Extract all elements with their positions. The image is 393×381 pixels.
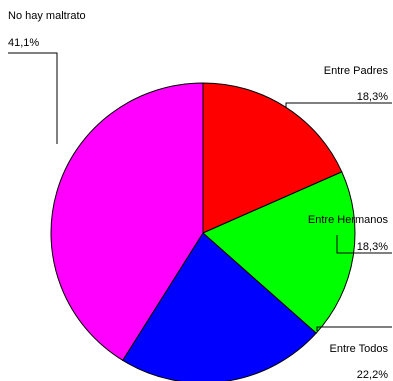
leader-line-entre-todos: [316, 326, 392, 331]
slice-label-no-hay-maltrato: No hay maltrato: [8, 10, 86, 22]
slice-label-entre-padres: Entre Padres: [324, 65, 389, 77]
slice-value-entre-todos: 22,2%: [357, 369, 388, 381]
slice-value-entre-padres: 18,3%: [357, 91, 388, 103]
slice-label-entre-hermanos: Entre Hermanos: [308, 214, 389, 226]
slice-value-no-hay-maltrato: 41,1%: [8, 37, 39, 49]
pie-slice-no-hay-maltrato: [50, 82, 204, 362]
leader-line-entre-hermanos: [336, 235, 392, 254]
leader-line-no-hay-maltrato: [8, 52, 58, 144]
leader-lines: [8, 52, 392, 331]
pie-slice-entre-todos: [122, 232, 317, 381]
slice-label-entre-todos: Entre Todos: [329, 343, 388, 355]
pie-slices: [50, 82, 356, 381]
pie-slice-entre-hermanos: [202, 171, 356, 334]
slice-value-entre-hermanos: 18,3%: [357, 241, 388, 253]
leader-line-entre-padres: [285, 102, 392, 108]
